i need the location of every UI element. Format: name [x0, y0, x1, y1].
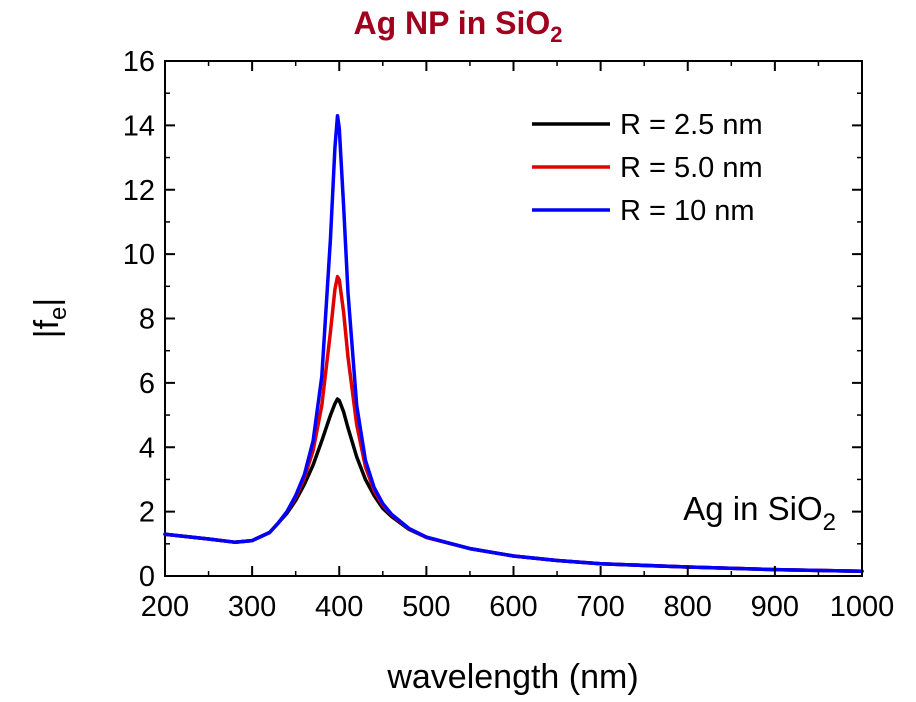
y-tick-label: 0: [139, 561, 155, 593]
x-axis: 200 300 400 500 600 700 800 900 1000: [141, 61, 894, 623]
series-line-2: [163, 274, 864, 573]
x-tick-label: 400: [315, 591, 363, 623]
x-tick-label: 800: [664, 591, 712, 623]
y-axis-label: |fe|: [28, 298, 72, 338]
x-tick-label: 900: [751, 591, 799, 623]
y-tick-label: 16: [123, 46, 155, 78]
legend-label: R = 10 nm: [620, 195, 755, 227]
chart-title: Ag NP in SiO2: [353, 5, 562, 47]
x-tick-label: 500: [402, 591, 450, 623]
legend: R = 2.5 nm R = 5.0 nm R = 10 nm: [532, 109, 763, 227]
y-axis: 0 2 4 6 8 10 12 14 16: [123, 46, 862, 593]
series-layer: [163, 113, 864, 573]
y-tick-label: 8: [139, 304, 155, 336]
x-tick-label: 700: [576, 591, 624, 623]
x-axis-label: wavelength (nm): [386, 658, 638, 696]
x-tick-label: 1000: [830, 591, 895, 623]
series-line-3: [163, 113, 864, 573]
y-tick-label: 2: [139, 497, 155, 529]
y-tick-label: 14: [123, 110, 155, 142]
y-tick-label: 4: [139, 432, 155, 464]
legend-label: R = 2.5 nm: [620, 109, 763, 141]
y-tick-label: 6: [139, 368, 155, 400]
annotation-ag-in-sio2: Ag in SiO2: [683, 490, 836, 536]
y-tick-label: 10: [123, 239, 155, 271]
series-line-1: [163, 397, 864, 573]
x-tick-label: 300: [228, 591, 276, 623]
legend-label: R = 5.0 nm: [620, 152, 763, 184]
x-tick-label: 600: [489, 591, 537, 623]
x-tick-label: 200: [141, 591, 189, 623]
y-tick-label: 12: [123, 175, 155, 207]
